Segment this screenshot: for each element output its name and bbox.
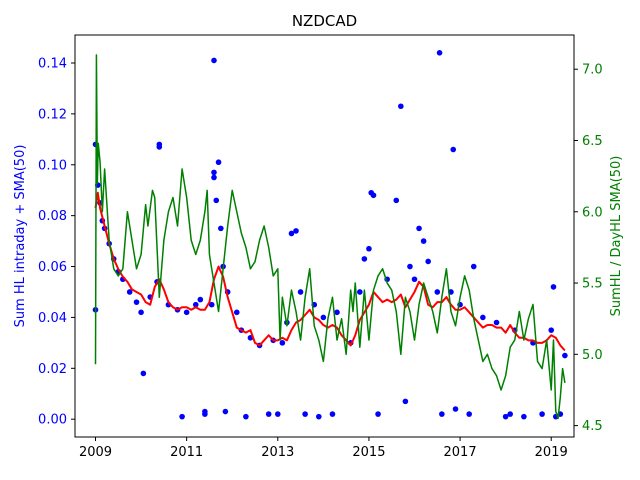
scatter-point-65 xyxy=(402,398,409,405)
scatter-point-92 xyxy=(562,352,568,359)
y-left-tick-label-4: 0.08 xyxy=(38,209,67,224)
x-tick-label-4: 2017 xyxy=(444,445,477,460)
scatter-point-51 xyxy=(316,413,322,420)
scatter-point-61 xyxy=(375,411,381,417)
scatter-point-75 xyxy=(450,146,457,153)
scatter-point-44 xyxy=(279,340,286,346)
y-left-tick-label-0: 0.00 xyxy=(38,413,67,428)
scatter-point-54 xyxy=(334,309,340,316)
scatter-point-87 xyxy=(539,411,545,417)
scatter-point-34 xyxy=(222,408,229,415)
scatter-point-53 xyxy=(329,411,336,417)
scatter-point-73 xyxy=(439,411,445,417)
scatter-point-71 xyxy=(434,289,441,295)
y-left-tick-label-5: 0.10 xyxy=(38,158,67,173)
y-right-tick-label-4: 6.5 xyxy=(582,134,603,149)
scatter-point-11 xyxy=(133,299,140,305)
scatter-point-25 xyxy=(202,408,208,415)
scatter-point-78 xyxy=(466,411,472,417)
scatter-point-10 xyxy=(126,289,133,295)
x-tick-label-3: 2015 xyxy=(352,445,385,460)
scatter-point-28 xyxy=(211,169,217,176)
scatter-point-31 xyxy=(215,159,222,166)
scatter-point-72 xyxy=(436,50,443,56)
scatter-point-41 xyxy=(265,411,272,417)
scatter-point-46 xyxy=(288,230,295,237)
scatter-point-47 xyxy=(293,228,299,234)
y-right-tick-label-2: 5.5 xyxy=(582,277,603,292)
scatter-point-32 xyxy=(218,225,224,232)
scatter-point-30 xyxy=(213,197,220,204)
scatter-point-38 xyxy=(243,413,249,420)
scatter-point-83 xyxy=(507,411,513,417)
scatter-point-17 xyxy=(156,144,163,150)
y-left-tick-label-2: 0.04 xyxy=(38,311,67,326)
scatter-point-26 xyxy=(208,301,215,308)
sma-line-series-1 xyxy=(94,191,566,352)
scatter-point-70 xyxy=(425,258,431,265)
scatter-point-23 xyxy=(197,296,204,303)
scatter-point-43 xyxy=(274,411,281,417)
scatter-point-27 xyxy=(211,57,217,64)
scatter-point-49 xyxy=(302,411,308,417)
scatter-point-56 xyxy=(357,289,363,295)
y-left-tick-label-3: 0.06 xyxy=(38,260,67,275)
scatter-point-82 xyxy=(502,413,509,420)
y-axis-left: 0.00 0.02 0.04 0.06 0.08 0.10 0.12 0.14 xyxy=(38,56,75,428)
y-axis-left-label: Sum HL intraday + SMA(50) xyxy=(13,145,28,328)
scatter-point-29 xyxy=(211,174,217,181)
scatter-point-12 xyxy=(138,309,144,316)
scatter-point-13 xyxy=(140,370,147,377)
scatter-point-48 xyxy=(297,289,304,295)
scatter-point-68 xyxy=(416,225,422,232)
x-tick-label-2: 2013 xyxy=(261,445,294,460)
scatter-point-36 xyxy=(233,309,240,316)
y-left-tick-label-7: 0.14 xyxy=(38,56,67,71)
scatter-point-21 xyxy=(183,309,190,316)
scatter-point-76 xyxy=(452,406,459,412)
y-right-tick-label-3: 6.0 xyxy=(582,205,603,220)
scatter-point-67 xyxy=(411,276,418,283)
scatter-point-79 xyxy=(470,263,477,270)
scatter-point-60 xyxy=(370,192,377,199)
scatter-point-66 xyxy=(407,263,413,270)
chart-title: NZDCAD xyxy=(292,12,357,30)
scatter-point-52 xyxy=(320,314,327,321)
x-tick-label-5: 2019 xyxy=(535,445,568,460)
scatter-point-63 xyxy=(393,197,400,204)
x-axis: 2009 2011 2013 2015 2017 2019 xyxy=(79,437,568,460)
y-right-tick-label-0: 4.5 xyxy=(582,419,603,434)
scatter-point-57 xyxy=(361,256,368,262)
y-axis-right-label: SumHL / DayHL SMA(50) xyxy=(609,156,624,317)
y-right-tick-label-1: 5.0 xyxy=(582,348,603,363)
y-right-tick-label-5: 7.0 xyxy=(582,63,603,78)
scatter-point-81 xyxy=(493,319,500,326)
x-tick-label-1: 2011 xyxy=(170,445,203,460)
plot-frame xyxy=(74,34,575,438)
plot-area xyxy=(74,34,575,438)
line-series xyxy=(94,54,566,420)
scatter-point-58 xyxy=(366,245,372,252)
y-left-tick-label-6: 0.12 xyxy=(38,107,67,122)
y-axis-right: 4.5 5.0 5.5 6.0 6.5 7.0 xyxy=(574,63,603,434)
plot-background xyxy=(75,35,574,437)
scatter-point-88 xyxy=(548,327,555,333)
scatter-point-80 xyxy=(480,314,486,321)
scatter-point-22 xyxy=(192,301,199,308)
scatter-point-64 xyxy=(398,103,404,110)
ratio-line-series-2 xyxy=(94,54,566,420)
scatter-point-20 xyxy=(179,413,185,420)
x-tick-label-0: 2009 xyxy=(79,445,112,460)
scatter-point-89 xyxy=(550,284,557,290)
y-left-tick-label-1: 0.02 xyxy=(38,362,67,377)
scatter-series xyxy=(92,50,568,420)
scatter-point-85 xyxy=(521,413,527,420)
scatter-point-69 xyxy=(420,238,427,244)
